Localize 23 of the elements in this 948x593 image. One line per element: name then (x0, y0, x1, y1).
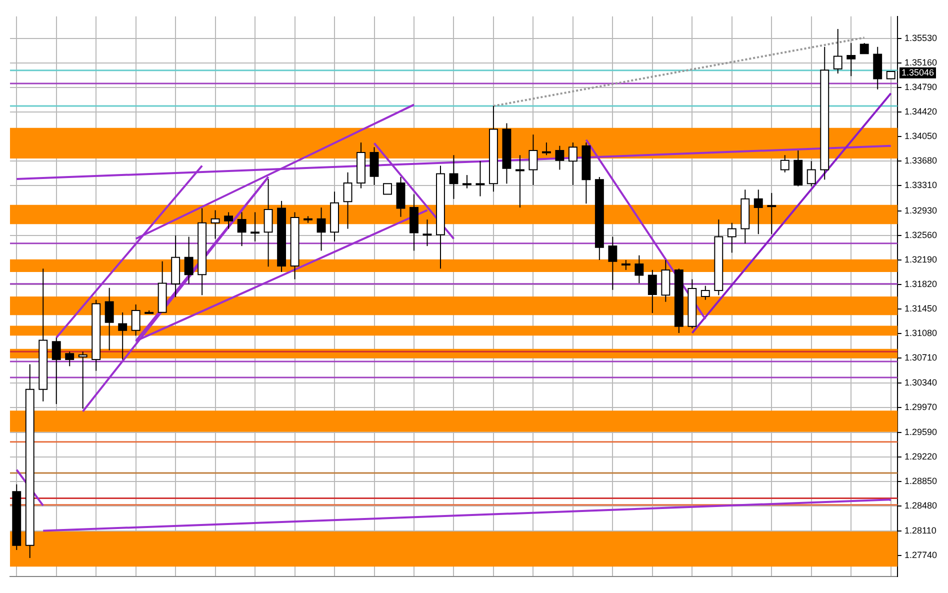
y-tick-label: 1.31820 (904, 279, 938, 290)
y-tick-label: 1.33310 (904, 180, 938, 190)
y-tick-label: 1.30340 (904, 377, 938, 388)
y-tick-label: 1.31450 (904, 304, 938, 314)
y-tick-label: 1.35160 (904, 57, 938, 68)
y-tick-label: 1.29590 (904, 427, 938, 438)
y-tick-label: 1.34420 (904, 106, 938, 116)
y-tick-label: 1.27740 (904, 550, 938, 560)
y-tick-label: 1.29220 (904, 452, 938, 462)
y-tick-label: 1.28850 (904, 476, 938, 486)
y-tick-label: 1.35530 (904, 32, 938, 43)
y-tick-label: 1.32930 (904, 205, 938, 216)
y-tick-label: 1.30710 (904, 352, 938, 363)
ref-line-label: 1.35046 (901, 67, 934, 78)
y-tick-label: 1.28110 (904, 525, 936, 536)
y-tick-label: 1.32190 (904, 254, 938, 264)
y-tick-label: 1.32560 (904, 230, 938, 240)
y-tick-label: 1.31080 (904, 328, 938, 338)
y-tick-label: 1.29970 (904, 402, 938, 412)
y-tick-label: 1.34790 (904, 82, 938, 92)
y-tick-label: 1.33680 (904, 156, 938, 166)
y-tick-label: 1.28480 (904, 500, 938, 511)
y-tick-label: 1.34050 (904, 131, 938, 142)
